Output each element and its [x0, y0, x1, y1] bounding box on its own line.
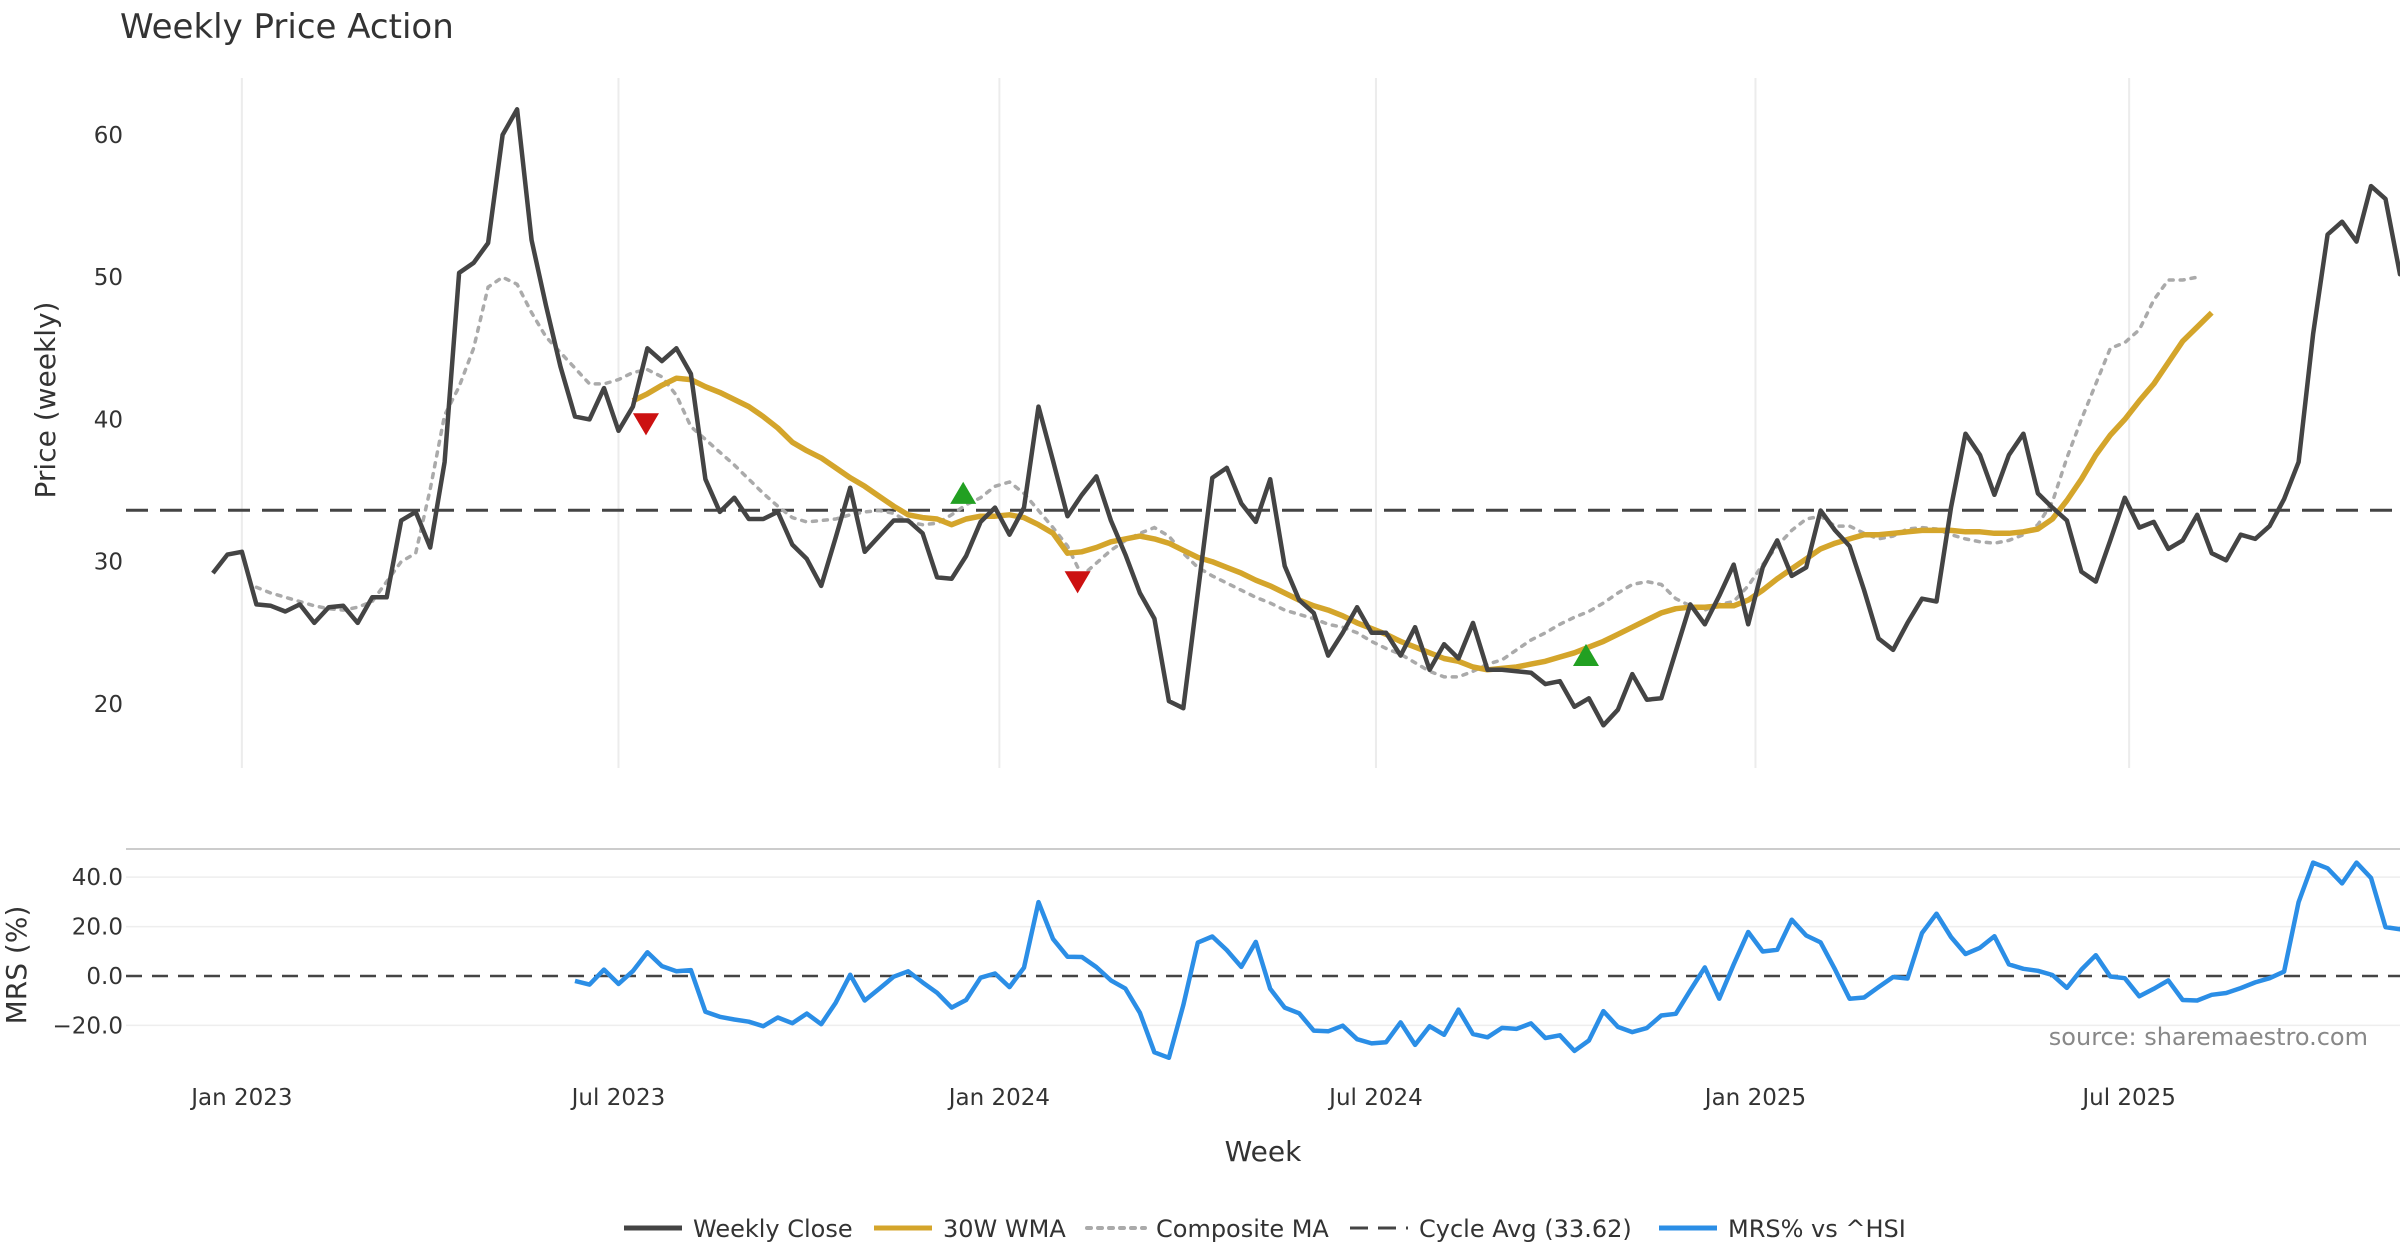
- composite-ma-line: [254, 275, 2199, 679]
- wma-30w-line: [631, 310, 2214, 673]
- mrs-y-tick-label: 40.0: [72, 865, 123, 891]
- legend-label: Cycle Avg (33.62): [1419, 1215, 1632, 1243]
- x-tick-label: Jan 2023: [189, 1085, 292, 1111]
- buy-signal-marker: [1572, 643, 1599, 667]
- mrs-series: [574, 860, 2400, 1061]
- price-y-axis: 20 30 40 50 60: [94, 123, 123, 718]
- sell-signal-marker: [632, 413, 659, 436]
- buy-signal-marker: [950, 481, 977, 504]
- legend-label: 30W WMA: [943, 1215, 1066, 1243]
- price-series: [126, 107, 2400, 728]
- mrs-y-tick-label: −20.0: [53, 1013, 123, 1039]
- mrs-y-axis: 40.0 20.0 0.0 −20.0: [53, 865, 123, 1039]
- price-y-axis-title: Price (weekly): [29, 302, 62, 499]
- chart-title: Weekly Price Action: [120, 7, 454, 47]
- x-axis: Jan 2023 Jul 2023 Jan 2024 Jul 2024 Jan 2025…: [189, 1085, 2176, 1111]
- price-y-tick-label: 20: [94, 692, 123, 718]
- legend: Weekly Close 30W WMA Composite MA Cycle Avg…: [624, 1215, 1906, 1243]
- x-tick-label: Jul 2024: [1327, 1085, 1423, 1111]
- price-panel-grid: [240, 78, 2131, 768]
- legend-label: Composite MA: [1156, 1215, 1329, 1243]
- x-axis-title: Week: [1225, 1135, 1302, 1168]
- x-tick-label: Jan 2025: [1703, 1085, 1806, 1111]
- sell-signal-marker: [1064, 571, 1091, 594]
- legend-label: Weekly Close: [693, 1215, 853, 1243]
- legend-label: MRS% vs ^HSI: [1728, 1215, 1906, 1243]
- mrs-line: [574, 860, 2400, 1061]
- mrs-y-tick-label: 0.0: [86, 964, 123, 990]
- signal-markers: [632, 413, 1599, 667]
- mrs-y-tick-label: 20.0: [72, 915, 123, 941]
- weekly-close-line: [211, 107, 2400, 728]
- price-y-tick-label: 40: [94, 407, 123, 433]
- price-y-tick-label: 60: [94, 123, 123, 149]
- price-y-tick-label: 50: [94, 265, 123, 291]
- x-tick-label: Jan 2024: [947, 1085, 1050, 1111]
- mrs-y-axis-title: MRS (%): [0, 906, 33, 1025]
- source-annotation: source: sharemaestro.com: [2049, 1023, 2368, 1051]
- price-y-tick-label: 30: [94, 550, 123, 576]
- x-tick-label: Jul 2025: [2080, 1085, 2176, 1111]
- mrs-panel-grid: [126, 848, 2400, 1027]
- x-tick-label: Jul 2023: [570, 1085, 666, 1111]
